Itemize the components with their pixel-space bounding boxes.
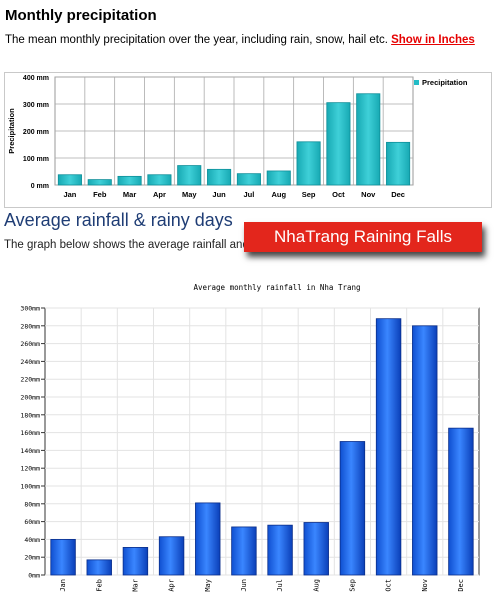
bar-apr	[158, 536, 185, 576]
y-tick-label: 300mm	[20, 305, 40, 313]
bar-may	[177, 165, 202, 186]
y-tick-label: 120mm	[20, 465, 40, 473]
average-rainfall-chart-svg: Average monthly rainfall in Nha Trang 0mm…	[20, 283, 480, 592]
x-tick-label: Dec	[391, 190, 405, 199]
bar-dec	[448, 427, 474, 576]
description-text: The mean monthly precipitation over the …	[5, 34, 388, 46]
x-tick-label: Aug	[271, 190, 286, 199]
section-description: The mean monthly precipitation over the …	[5, 34, 475, 46]
x-tick-label: Feb	[93, 190, 107, 199]
y-tick-label: 0mm	[28, 572, 40, 580]
y-tick-label: 0 mm	[31, 183, 49, 190]
bar-nov	[412, 325, 438, 576]
nhatrang-raining-banner: NhaTrang Raining Falls	[244, 222, 482, 252]
x-tick-label: Mar	[123, 190, 136, 199]
bar-dec	[386, 141, 411, 186]
y-tick-label: 80mm	[24, 500, 40, 508]
bar-jun	[231, 526, 257, 576]
bar-aug	[303, 522, 329, 576]
y-tick-label: 40mm	[24, 536, 40, 544]
x-tick-label: Mar	[131, 579, 139, 592]
x-tick-label: Sep	[302, 190, 316, 199]
y-tick-label: 60mm	[24, 518, 40, 526]
x-tick-label: Dec	[457, 579, 465, 592]
bar-oct	[326, 102, 351, 186]
x-tick-label: Jun	[240, 579, 248, 592]
y-tick-label: 220mm	[20, 376, 40, 384]
y-tick-label: 300 mm	[23, 102, 49, 109]
y-tick-label: 400 mm	[23, 75, 49, 82]
show-in-inches-link[interactable]: Show in Inches	[391, 34, 475, 46]
x-tick-label: Apr	[168, 579, 176, 592]
bar-jan	[50, 538, 76, 576]
x-tick-label: Jul	[276, 579, 284, 592]
x-tick-label: Oct	[332, 190, 345, 199]
x-tick-label: Jan	[63, 190, 76, 199]
y-tick-label: 20mm	[24, 554, 40, 562]
y-tick-label: 100mm	[20, 483, 40, 491]
x-tick-label: Jul	[243, 190, 254, 199]
y-tick-label: 180mm	[20, 411, 40, 419]
precipitation-chart: 0 mm 100 mm 200 mm 300 mm 400 mm Jan Feb Mar Apr…	[4, 72, 492, 208]
bar-jul	[267, 524, 293, 576]
x-tick-label: Nov	[421, 579, 429, 592]
x-tick-label: May	[182, 190, 197, 199]
legend-label: Precipitation	[422, 78, 468, 87]
bar-oct	[375, 318, 402, 576]
bar-nov	[356, 93, 381, 186]
section-title-monthly-precipitation: Monthly precipitation	[5, 7, 157, 24]
section-title-average-rainfall: Average rainfall & rainy days	[4, 210, 233, 230]
x-tick-label: Nov	[361, 190, 376, 199]
y-tick-label: 200mm	[20, 394, 40, 402]
bar-aug	[266, 170, 291, 186]
x-tick-label: Aug	[312, 579, 320, 592]
y-tick-label: 100 mm	[23, 156, 49, 163]
x-tick-label: Jun	[212, 190, 226, 199]
y-tick-label: 140mm	[20, 447, 40, 455]
bar-feb	[86, 559, 112, 576]
bar-feb	[87, 179, 112, 186]
legend-swatch	[414, 80, 419, 85]
x-tick-label: Sep	[348, 579, 356, 592]
precipitation-chart-svg: 0 mm 100 mm 200 mm 300 mm 400 mm Jan Feb Mar Apr…	[7, 75, 468, 199]
x-tick-label: Feb	[95, 579, 103, 592]
bar-sep	[339, 441, 366, 576]
bar-jul	[236, 173, 261, 186]
bar-mar	[122, 547, 149, 576]
section-description-rainfall: The graph below shows the average rainfa…	[4, 239, 259, 251]
bar-mar	[117, 175, 142, 186]
chart-title: Average monthly rainfall in Nha Trang	[193, 283, 360, 292]
y-tick-label: 200 mm	[23, 129, 49, 136]
x-tick-label: May	[204, 579, 212, 592]
bar-apr	[147, 174, 172, 186]
bar-may	[195, 502, 221, 576]
y-axis-label: Precipitation	[7, 108, 16, 154]
bar-sep	[296, 141, 321, 186]
x-tick-label: Apr	[153, 190, 166, 199]
y-tick-label: 240mm	[20, 358, 40, 366]
bar-jan	[57, 174, 82, 186]
x-tick-label: Oct	[385, 579, 393, 592]
bar-jun	[207, 168, 232, 186]
y-tick-label: 160mm	[20, 429, 40, 437]
y-tick-label: 260mm	[20, 340, 40, 348]
x-tick-label: Jan	[59, 579, 67, 592]
y-tick-label: 280mm	[20, 322, 40, 330]
